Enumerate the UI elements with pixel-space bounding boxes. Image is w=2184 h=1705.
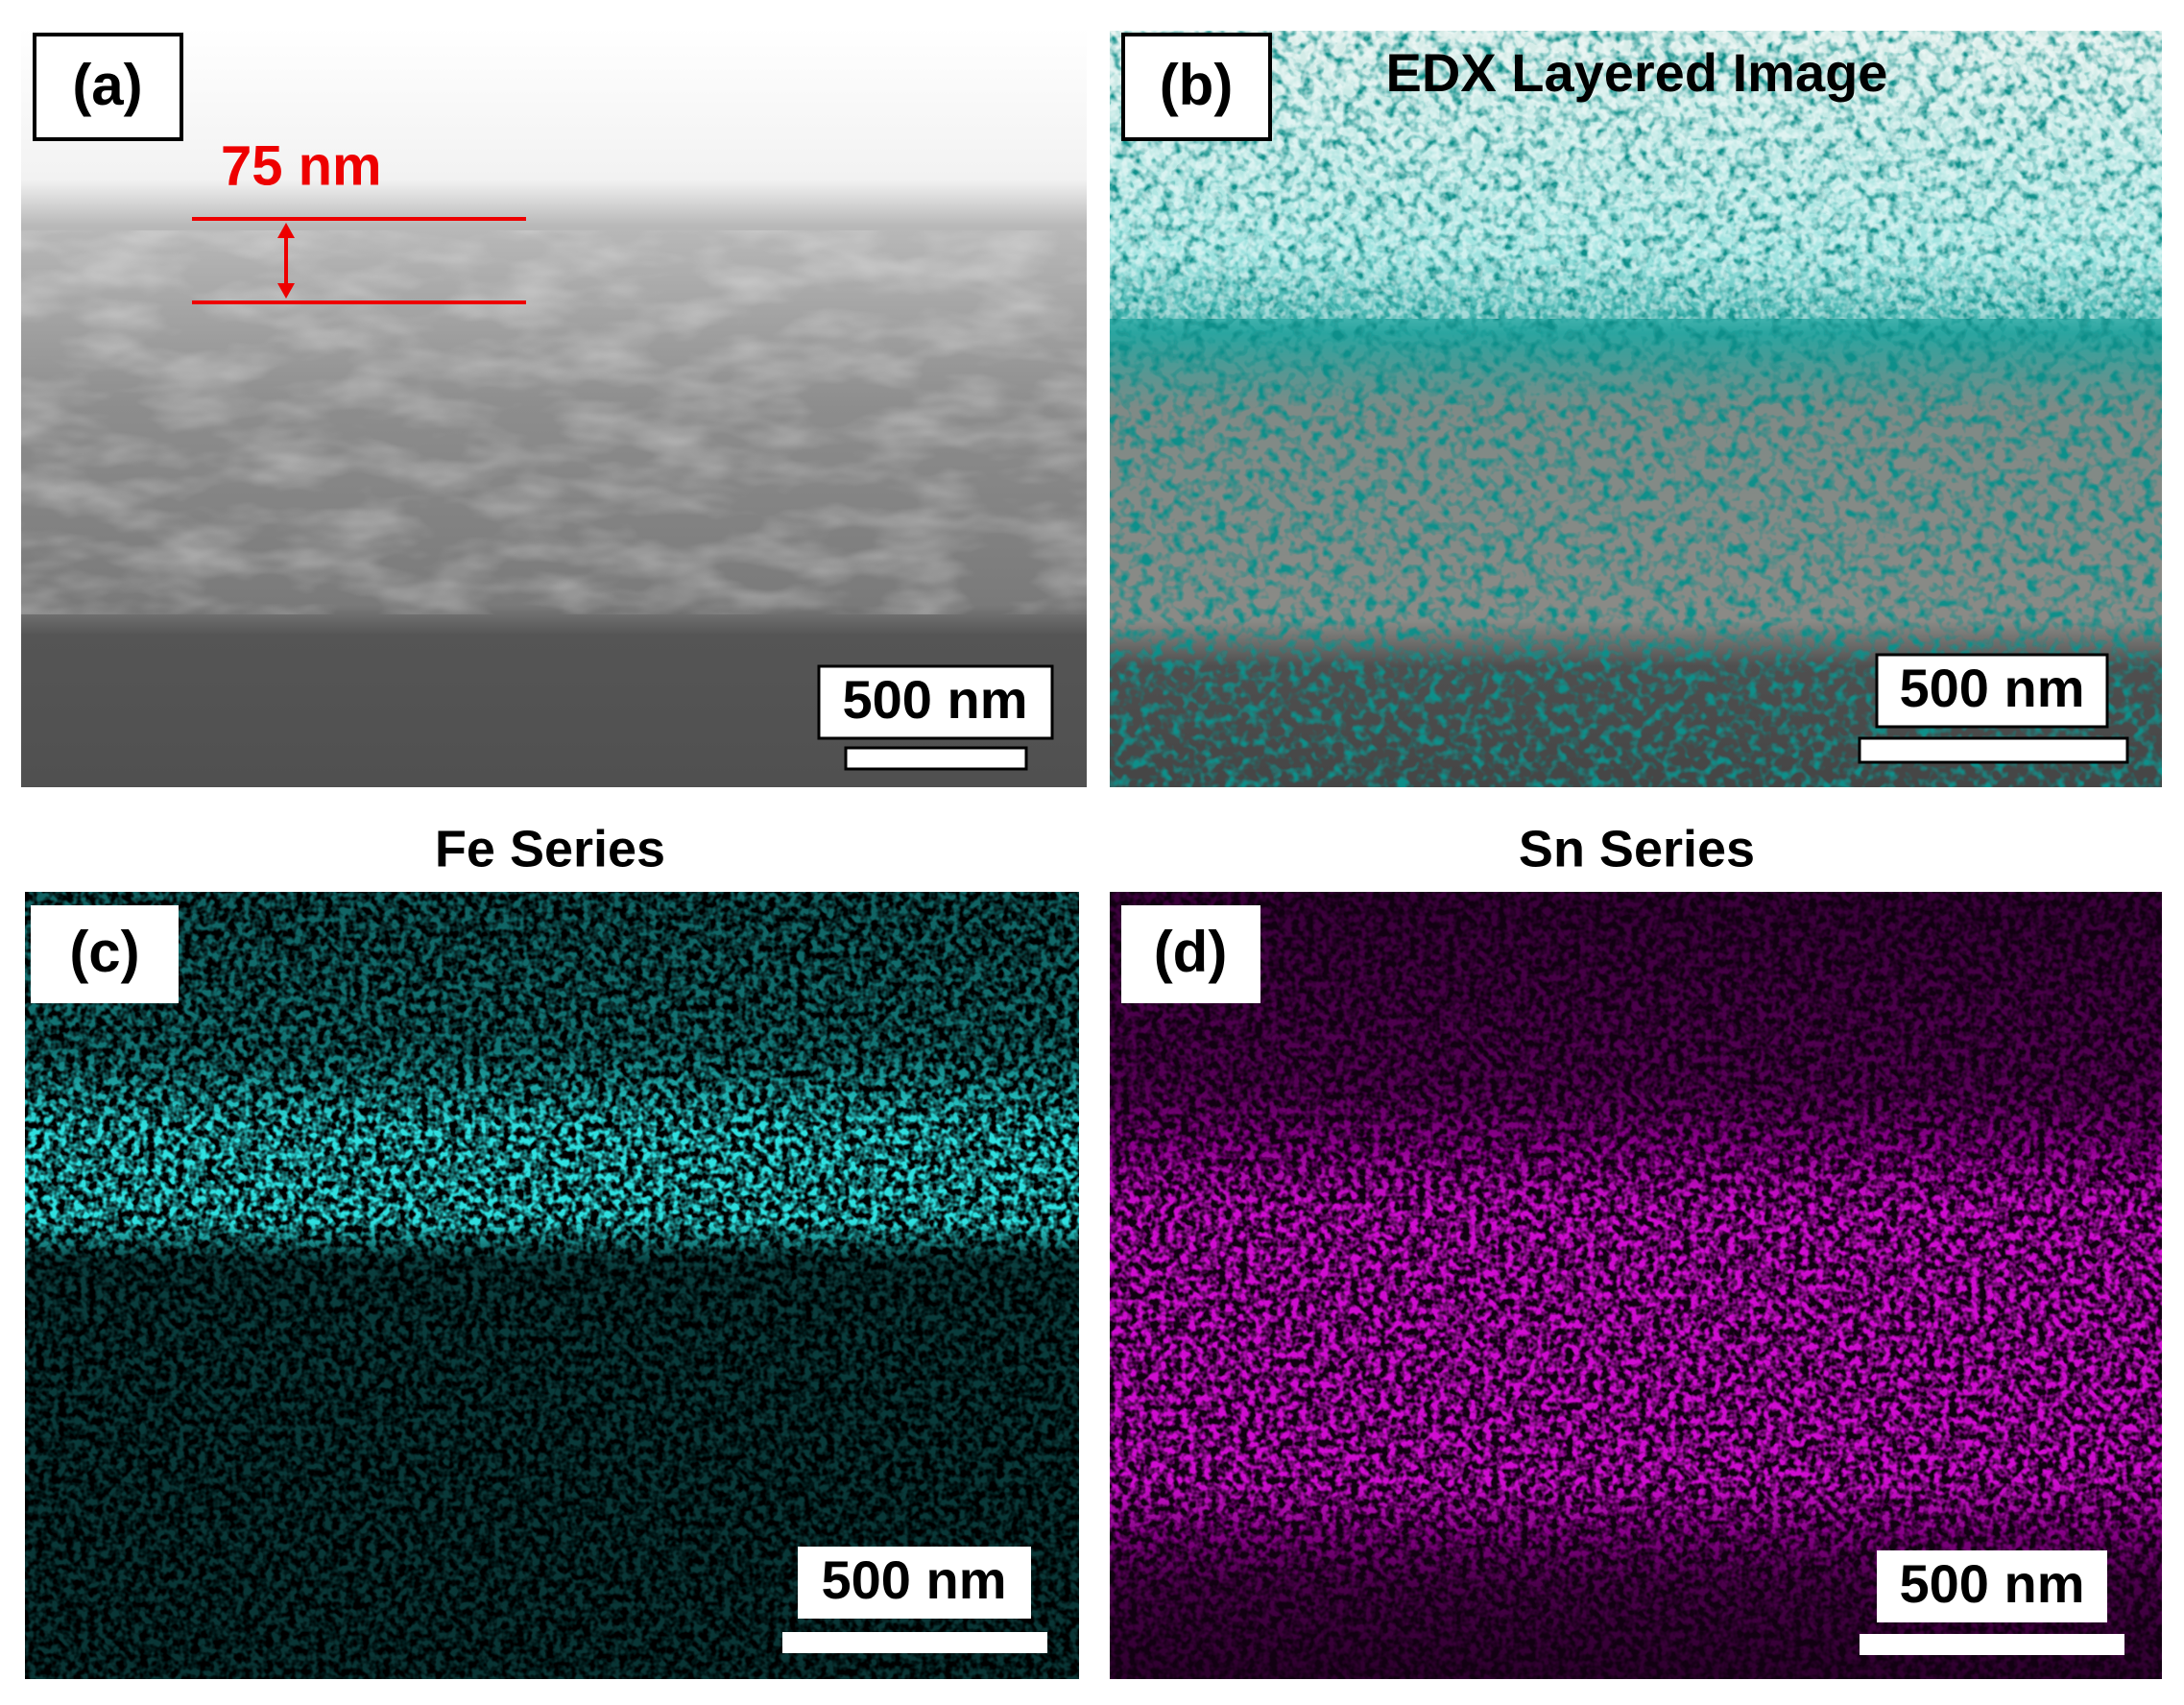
arrow-head	[277, 283, 295, 299]
scale-label: 500 nm	[1900, 1553, 2085, 1614]
scale-bar	[1860, 1634, 2124, 1655]
scale-bar	[1858, 736, 2129, 764]
panel-d: Sn Series (d) 500 nm	[1110, 820, 2162, 1679]
scale-box	[798, 1547, 1031, 1619]
panel-label: (c)	[69, 920, 139, 984]
panel-b: (b) EDX Layered Image 500 nm	[1110, 31, 2162, 787]
panel-a: 75 nm (a) 500 nm	[21, 28, 1087, 787]
scale-label: 500 nm	[843, 669, 1028, 730]
edx-speckle	[1110, 31, 2162, 319]
label-box	[31, 905, 179, 1003]
scale-bar	[782, 1632, 1047, 1653]
panel-title: EDX Layered Image	[1386, 42, 1888, 103]
panel-title: Sn Series	[1519, 820, 1755, 877]
scale-label: 500 nm	[1900, 658, 2085, 718]
panel-label: (d)	[1154, 920, 1228, 984]
panel-label: (a)	[72, 53, 142, 117]
scale-box	[1875, 653, 2109, 729]
scale-label: 500 nm	[822, 1549, 1007, 1610]
panel-title: Fe Series	[435, 820, 665, 877]
label-box	[1121, 905, 1260, 1003]
scale-box	[817, 664, 1054, 740]
sn-signal	[1110, 892, 2162, 1679]
arrow-head	[277, 223, 295, 238]
panel-label: (b)	[1160, 53, 1234, 117]
annotation: 75 nm	[221, 134, 382, 197]
grain-texture	[21, 230, 1087, 614]
scale-bar	[844, 746, 1028, 771]
scale-box	[1877, 1550, 2107, 1622]
label-box	[1121, 33, 1272, 141]
label-box	[33, 33, 183, 141]
panel-c: Fe Series (c) 500 nm	[25, 820, 1079, 1679]
